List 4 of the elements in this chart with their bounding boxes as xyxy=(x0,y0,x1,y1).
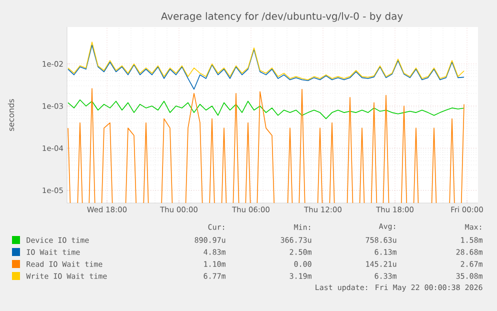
line-series xyxy=(68,42,464,80)
chart-title: Average latency for /dev/ubuntu-vg/lv-0 - by day xyxy=(161,12,403,22)
line-series xyxy=(68,44,464,90)
line-series xyxy=(68,99,464,120)
